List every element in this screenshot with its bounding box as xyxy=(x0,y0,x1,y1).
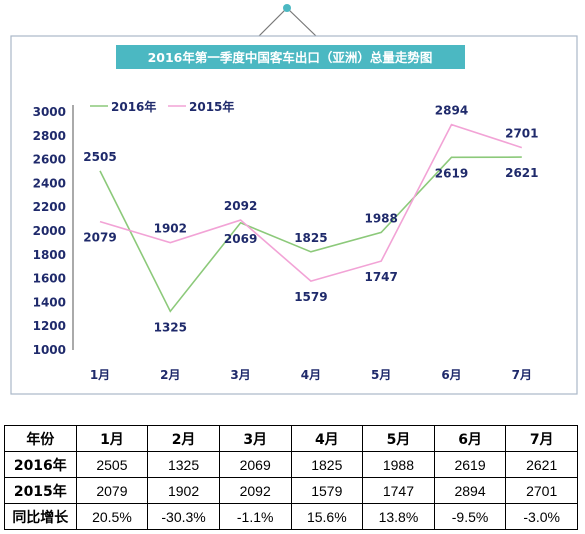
data-label-2015年: 1579 xyxy=(294,290,327,304)
table-cell: 2079 xyxy=(75,477,149,504)
table-header-cell: 5月 xyxy=(362,425,435,452)
table-cell: 2701 xyxy=(505,477,578,504)
table-header-cell: 年份 xyxy=(4,425,77,452)
chart-title: 2016年第一季度中国客车出口（亚洲）总量走势图 xyxy=(148,50,433,65)
pin-icon xyxy=(283,4,291,12)
data-label-2016年: 2069 xyxy=(224,232,257,246)
table-cell: 2621 xyxy=(505,451,578,478)
legend-label-2015: 2015年 xyxy=(189,99,234,114)
data-label-2015年: 2092 xyxy=(224,199,257,213)
table-row-label: 2015年 xyxy=(4,477,77,504)
table-cell: 2619 xyxy=(433,451,507,478)
table-cell: -30.3% xyxy=(147,503,220,530)
table-header-cell: 4月 xyxy=(290,425,364,452)
data-label-2015年: 2701 xyxy=(505,127,538,141)
y-tick-label: 1800 xyxy=(33,248,66,262)
data-label-2015年: 2079 xyxy=(83,231,116,245)
y-tick-label: 2200 xyxy=(33,200,66,214)
data-label-2016年: 1825 xyxy=(294,231,327,245)
x-tick-label: 6月 xyxy=(441,368,461,382)
table-header-cell: 1月 xyxy=(75,425,149,452)
series-layer xyxy=(99,123,523,313)
table-cell: 1579 xyxy=(290,477,364,504)
table-header-row: 年份 1月 2月 3月 4月 5月 6月 7月 xyxy=(4,425,578,452)
data-label-2016年: 1325 xyxy=(154,320,187,334)
table-header-cell: 3月 xyxy=(218,425,292,452)
y-tick-label: 2000 xyxy=(33,224,66,238)
y-tick-label: 3000 xyxy=(33,105,66,119)
table-header-cell: 6月 xyxy=(433,425,507,452)
x-tick-label: 3月 xyxy=(230,368,250,382)
hanger xyxy=(258,7,317,37)
data-label-2016年: 2505 xyxy=(83,150,116,164)
legend: 2016年 2015年 xyxy=(90,99,234,114)
x-tick-label: 7月 xyxy=(512,368,532,382)
table-header-cell: 2月 xyxy=(147,425,220,452)
y-tick-label: 2400 xyxy=(33,176,66,190)
table-cell: 20.5% xyxy=(75,503,149,530)
data-label-2015年: 1747 xyxy=(364,270,397,284)
x-tick-label: 4月 xyxy=(301,368,321,382)
y-tick-label: 2600 xyxy=(33,153,66,167)
table-row: 2015年 2079 1902 2092 1579 1747 2894 2701 xyxy=(4,477,578,504)
data-label-2016年: 2621 xyxy=(505,166,538,180)
table-cell: 2092 xyxy=(218,477,292,504)
y-tick-label: 1400 xyxy=(33,295,66,309)
table-cell: 1988 xyxy=(362,451,435,478)
table-cell: 2505 xyxy=(75,451,149,478)
table-cell: 15.6% xyxy=(290,503,364,530)
table-cell: -3.0% xyxy=(505,503,578,530)
data-table: 年份 1月 2月 3月 4月 5月 6月 7月 2016年 2505 1325 2069 1825 198… xyxy=(4,425,578,530)
chart-frame xyxy=(10,35,578,395)
y-tick-label: 1000 xyxy=(33,343,66,357)
table-row: 2016年 2505 1325 2069 1825 1988 2619 2621 xyxy=(4,451,578,478)
table-row: 同比增长 20.5% -30.3% -1.1% 15.6% 13.8% -9.5% -3.0% xyxy=(4,503,578,530)
legend-label-2016: 2016年 xyxy=(111,99,156,114)
table-cell: 2069 xyxy=(218,451,292,478)
x-tick-label: 2月 xyxy=(160,368,180,382)
table-cell: 1825 xyxy=(290,451,364,478)
data-label-2016年: 2619 xyxy=(435,166,468,180)
chart: 2016年第一季度中国客车出口（亚洲）总量走势图 1000 1200 1400 160… xyxy=(10,4,578,395)
labels-layer: 2505 1325 2069 1825 1988 2619 2621 2079 1902 2092… xyxy=(83,104,538,335)
table-row-label: 2016年 xyxy=(4,451,77,478)
x-axis: 1月 2月 3月 4月 5月 6月 7月 xyxy=(90,368,532,382)
table-cell: 13.8% xyxy=(362,503,435,530)
table-cell: -1.1% xyxy=(218,503,292,530)
series-line-2015年 xyxy=(99,123,523,282)
data-label-2015年: 2894 xyxy=(435,104,468,118)
y-tick-label: 1200 xyxy=(33,319,66,333)
table-cell: 1747 xyxy=(362,477,435,504)
data-label-2016年: 1988 xyxy=(364,211,397,225)
x-tick-label: 5月 xyxy=(371,368,391,382)
series-line-2016年 xyxy=(99,156,522,313)
y-axis: 1000 1200 1400 1600 1800 2000 2200 2400 2600 2800… xyxy=(33,105,66,357)
data-label-2015年: 1902 xyxy=(154,222,187,236)
table-cell: 2894 xyxy=(433,477,507,504)
table-row-label: 同比增长 xyxy=(4,503,77,530)
table-cell: 1902 xyxy=(147,477,220,504)
title-banner xyxy=(116,45,465,69)
y-tick-label: 1600 xyxy=(33,272,66,286)
x-tick-label: 1月 xyxy=(90,368,110,382)
table-cell: -9.5% xyxy=(433,503,507,530)
table-header-cell: 7月 xyxy=(505,425,578,452)
table-cell: 1325 xyxy=(147,451,220,478)
y-tick-label: 2800 xyxy=(33,129,66,143)
